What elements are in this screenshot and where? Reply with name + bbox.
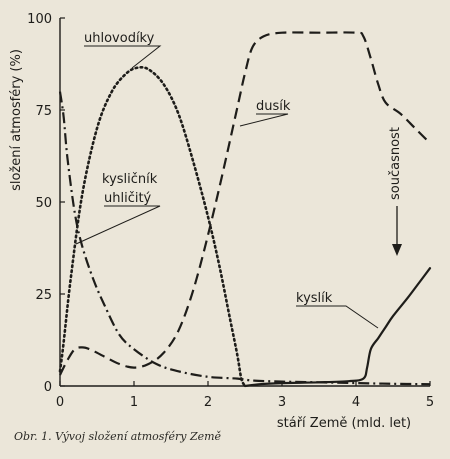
y-tick-label: 100	[27, 12, 52, 27]
annotation-dusik: dusík	[256, 99, 291, 114]
figure-caption: Obr. 1. Vývoj složení atmosféry Země	[14, 430, 222, 443]
y-axis-title: složení atmosféry (%)	[9, 49, 24, 191]
x-tick-label: 1	[130, 395, 138, 410]
y-tick-label: 0	[44, 380, 52, 395]
annotation-leader	[75, 205, 161, 245]
series-line-dusik	[59, 31, 431, 376]
annotation-kyslik: kyslík	[296, 291, 333, 306]
y-tick-label: 25	[35, 288, 52, 303]
annotations: uhlovodíky dusík kysličník uhličitý kyslík so…	[75, 31, 403, 329]
series-line-uhlovodiky	[58, 65, 247, 388]
series-line-kyslik	[243, 267, 432, 388]
series-line-kyslicnik-uhlicity	[58, 91, 431, 386]
annotation-leader	[296, 305, 379, 329]
annotation-kyslicnik: kysličník	[102, 172, 158, 187]
annotation-uhlovodiky: uhlovodíky	[84, 31, 155, 46]
annotation-leader	[84, 45, 162, 69]
x-tick-label: 4	[352, 395, 360, 410]
y-tick-label: 75	[35, 104, 52, 119]
x-axis-title: stáří Země (mld. let)	[277, 416, 411, 431]
present-arrow-head	[392, 244, 402, 256]
series-group	[58, 31, 432, 388]
x-tick-label: 2	[204, 395, 212, 410]
annotation-leader	[239, 113, 289, 127]
y-tick-label: 50	[35, 196, 52, 211]
x-tick-label: 5	[426, 395, 434, 410]
x-tick-label: 0	[56, 395, 64, 410]
annotation-uhlicity: uhličitý	[104, 191, 152, 206]
annotation-soucasnost: současnost	[388, 127, 403, 200]
x-tick-label: 3	[278, 395, 286, 410]
